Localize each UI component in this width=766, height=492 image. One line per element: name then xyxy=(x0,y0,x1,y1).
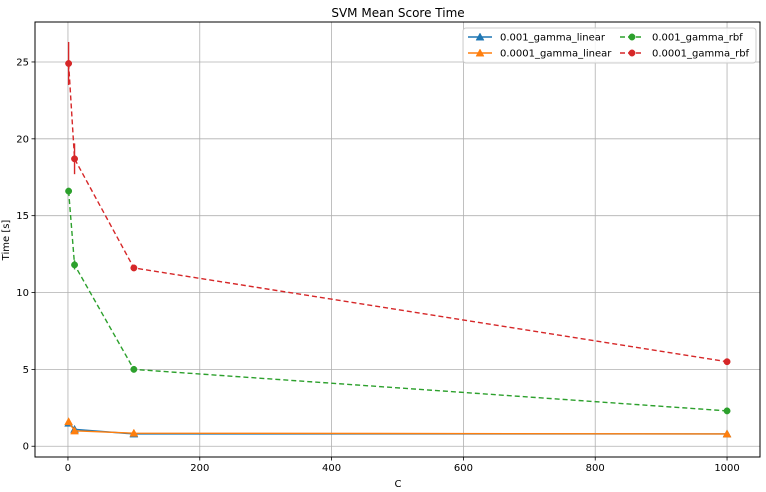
series-line xyxy=(68,422,728,435)
series-layer xyxy=(64,41,732,438)
y-tick-label: 10 xyxy=(16,288,29,299)
legend: 0.001_gamma_linear 0.0001_gamma_linear 0.0… xyxy=(462,27,757,64)
legend-entry: 0.001_gamma_linear xyxy=(468,32,606,44)
grid-layer xyxy=(35,22,760,457)
legend-entry: 0.001_gamma_rbf xyxy=(620,33,743,44)
legend-marker xyxy=(475,48,485,57)
x-tick-label: 200 xyxy=(190,463,209,474)
legend-label: 0.001_gamma_rbf xyxy=(652,33,743,44)
legend-label: 0.0001_gamma_linear xyxy=(500,49,612,60)
data-point xyxy=(129,428,139,437)
plot-frame xyxy=(34,21,761,458)
series-0.0001_gamma_linear xyxy=(64,417,732,438)
x-tick-label: 0 xyxy=(65,463,71,474)
data-point xyxy=(70,426,79,435)
legend-label: 0.001_gamma_linear xyxy=(500,33,606,44)
y-axis-label: Time [s] xyxy=(1,220,12,262)
series-0.0001_gamma_rbf xyxy=(65,41,731,366)
data-point xyxy=(723,358,731,366)
data-point xyxy=(65,60,73,67)
legend-marker xyxy=(475,32,485,41)
data-point xyxy=(71,261,78,269)
y-tick-label: 5 xyxy=(23,365,29,376)
x-axis-label: C xyxy=(395,479,402,490)
y-tick-label: 0 xyxy=(23,442,29,453)
legend-frame xyxy=(462,27,757,64)
legend-marker xyxy=(628,49,636,57)
series-line xyxy=(67,191,728,412)
data-point xyxy=(65,187,73,195)
y-tick-label: 25 xyxy=(16,57,29,68)
series-line xyxy=(68,421,728,435)
x-tick-label: 1000 xyxy=(714,463,739,474)
legend-label: 0.0001_gamma_rbf xyxy=(652,49,750,60)
legend-entries: 0.001_gamma_linear 0.0001_gamma_linear 0.0… xyxy=(468,32,750,60)
data-point xyxy=(130,365,138,373)
data-point xyxy=(130,264,138,272)
series-0.001_gamma_rbf xyxy=(65,187,731,415)
series-line xyxy=(67,63,728,363)
y-tick-label: 20 xyxy=(16,134,29,145)
y-tick-label: 15 xyxy=(16,211,29,222)
data-point xyxy=(64,417,74,426)
tick-layer: 0 200 400 600 800 1000 0 5 10 15 20 25 xyxy=(16,57,740,474)
chart-title: SVM Mean Score Time xyxy=(331,6,464,20)
x-tick-label: 800 xyxy=(586,463,605,474)
legend-entry: 0.0001_gamma_linear xyxy=(468,48,612,60)
data-point xyxy=(722,429,732,438)
legend-marker xyxy=(628,33,636,41)
data-point xyxy=(723,407,731,415)
data-point xyxy=(71,155,78,163)
x-tick-label: 400 xyxy=(322,463,341,474)
legend-entry: 0.0001_gamma_rbf xyxy=(620,49,750,60)
x-tick-label: 600 xyxy=(454,463,473,474)
